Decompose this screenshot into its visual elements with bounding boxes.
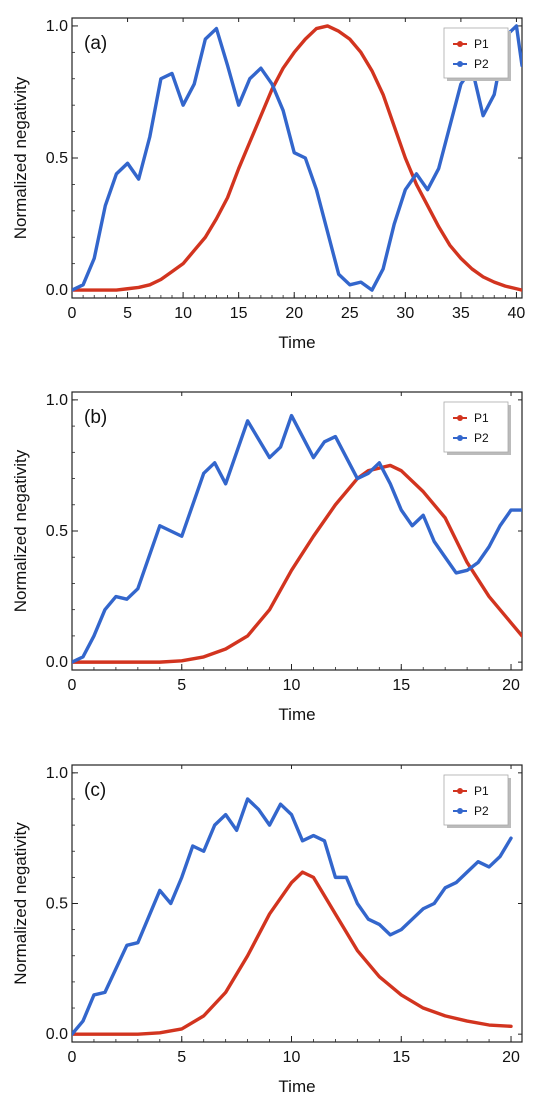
y-tick-label: 0.5: [46, 896, 68, 913]
x-tick-label: 10: [283, 1049, 301, 1066]
x-tick-label: 20: [285, 305, 303, 322]
x-axis-label: Time: [278, 333, 315, 352]
legend-marker-p2: [457, 808, 463, 814]
x-tick-label: 20: [502, 677, 520, 694]
x-tick-label: 5: [177, 677, 186, 694]
panel-label: (b): [84, 407, 107, 428]
legend-marker-p2: [457, 435, 463, 441]
chart-panel-3: 0 5 10 15 20 0.0 0.5 1.0 Time Normalized negativi…: [11, 764, 523, 1096]
legend-marker-p2: [457, 61, 463, 67]
legend-marker-p1: [457, 41, 463, 47]
x-axis-label: Time: [278, 1077, 315, 1096]
y-axis-label: Normalized negativity: [11, 822, 30, 985]
series-line-p1: [72, 463, 522, 664]
chart-panel-1: 0 5 10 15 20 25 30 35 40 0.0 0.5 1.0 Time Normalized …: [11, 17, 526, 352]
y-tick-label: 0.5: [46, 523, 68, 540]
legend-marker-p1: [457, 788, 463, 794]
x-tick-label: 0: [68, 305, 77, 322]
x-tick-label: 40: [508, 305, 526, 322]
x-tick-label: 5: [123, 305, 132, 322]
x-tick-label: 15: [230, 305, 248, 322]
legend-label-p2: P2: [474, 804, 489, 818]
x-tick-label: 25: [341, 305, 359, 322]
x-tick-label: 30: [396, 305, 414, 322]
legend-label-p2: P2: [474, 57, 489, 71]
y-tick-label: 1.0: [46, 392, 68, 409]
y-axis-label: Normalized negativity: [11, 449, 30, 612]
x-tick-label: 10: [174, 305, 192, 322]
series-line-p2: [72, 797, 513, 1036]
legend-box: [443, 401, 509, 453]
series-line-p1: [72, 870, 513, 1036]
x-tick-label: 0: [68, 1049, 77, 1066]
legend-label-p2: P2: [474, 431, 489, 445]
series-line-p2: [72, 24, 522, 292]
x-tick-label: 5: [177, 1049, 186, 1066]
y-tick-label: 0.0: [46, 282, 68, 299]
y-tick-label: 0.0: [46, 1026, 68, 1043]
legend-label-p1: P1: [474, 37, 489, 51]
x-tick-label: 0: [68, 677, 77, 694]
chart-panel-2: 0 5 10 15 20 0.0 0.5 1.0 Time Normalized negativi…: [11, 391, 523, 724]
x-tick-label: 15: [392, 677, 410, 694]
series-line-p2: [72, 413, 522, 664]
series-line-p1: [72, 24, 522, 292]
legend-label-p1: P1: [474, 784, 489, 798]
panel-label: (c): [84, 780, 106, 801]
x-axis-label: Time: [278, 705, 315, 724]
panel-label: (a): [84, 33, 107, 54]
x-tick-label: 15: [392, 1049, 410, 1066]
x-tick-label: 35: [452, 305, 470, 322]
x-tick-label: 10: [283, 677, 301, 694]
y-axis-label: Normalized negativity: [11, 76, 30, 239]
y-tick-label: 1.0: [46, 18, 68, 35]
legend-box: [443, 774, 509, 826]
y-tick-label: 0.5: [46, 150, 68, 167]
legend-marker-p1: [457, 415, 463, 421]
legend-box: [443, 27, 509, 79]
x-tick-label: 20: [502, 1049, 520, 1066]
y-tick-label: 0.0: [46, 654, 68, 671]
y-tick-label: 1.0: [46, 765, 68, 782]
legend-label-p1: P1: [474, 411, 489, 425]
